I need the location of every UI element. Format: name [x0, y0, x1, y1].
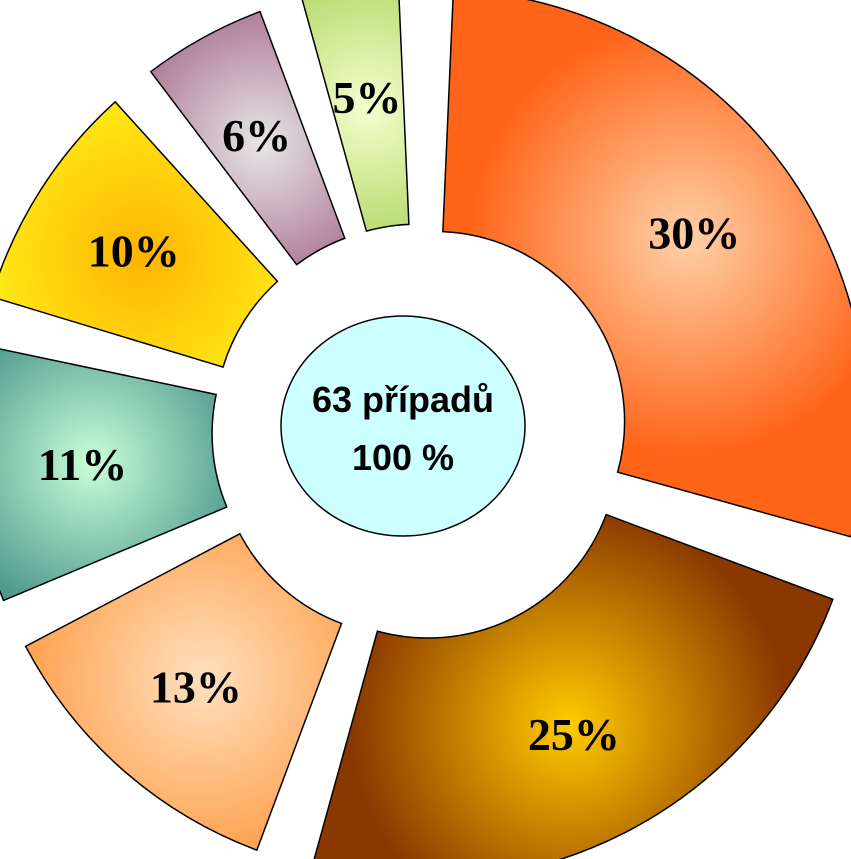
- slice-label-13-percent: 13%: [150, 661, 242, 712]
- labels-group: 30% 25% 13% 11% 10% 6% 5%: [38, 72, 740, 760]
- donut-slice-5-percent: [301, 0, 410, 233]
- donut-slice-10-percent: [0, 100, 279, 369]
- donut-slice-30-percent: [442, 0, 851, 538]
- center-ellipse: [280, 315, 526, 537]
- donut-slice-11-percent: [0, 348, 228, 602]
- slice-label-5-percent: 5%: [332, 72, 401, 123]
- slice-label-25-percent: 25%: [528, 709, 620, 760]
- center-percent-label: 100 %: [352, 437, 454, 478]
- slice-label-6-percent: 6%: [222, 110, 291, 161]
- slice-label-11-percent: 11%: [38, 439, 127, 490]
- slice-label-30-percent: 30%: [648, 208, 740, 259]
- donut-slice-25-percent: [313, 513, 834, 859]
- donut-slice-13-percent: [24, 532, 343, 852]
- slice-label-10-percent: 10%: [88, 225, 180, 276]
- center-total-label: 63 případů: [312, 379, 494, 420]
- donut-slice-6-percent: [149, 10, 346, 266]
